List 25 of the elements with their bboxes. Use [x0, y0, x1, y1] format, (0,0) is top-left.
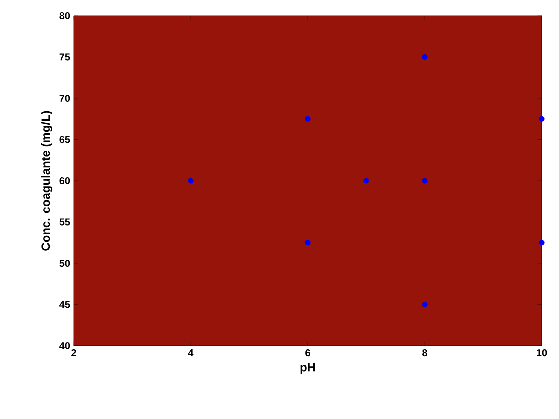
y-tick-label: 80 — [60, 12, 70, 20]
x-tick-label: 6 — [306, 350, 310, 357]
y-axis-title: Conc. coagulante (mg/L) — [41, 111, 53, 251]
x-tick-label: 10 — [537, 350, 548, 357]
y-tick-label: 65 — [60, 136, 70, 144]
point — [305, 240, 311, 246]
point — [539, 240, 545, 246]
x-axis-title: pH — [300, 363, 316, 374]
point — [539, 116, 545, 122]
y-tick-label: 40 — [60, 342, 70, 350]
point — [422, 178, 428, 184]
point — [188, 178, 194, 184]
x-tick-label: 4 — [188, 350, 194, 356]
point — [364, 178, 370, 184]
y-tick-label: 55 — [60, 218, 70, 226]
point — [422, 54, 428, 60]
y-tick-label: 60 — [60, 177, 70, 185]
y-tick-label: 50 — [60, 260, 70, 268]
y-tick-label: 75 — [60, 54, 70, 61]
x-tick-label: 8 — [422, 350, 428, 357]
point — [305, 116, 311, 122]
y-tick-label: 45 — [60, 301, 70, 308]
point — [422, 302, 428, 308]
y-tick-label: 70 — [60, 94, 70, 102]
x-tick-label: 2 — [72, 350, 76, 356]
